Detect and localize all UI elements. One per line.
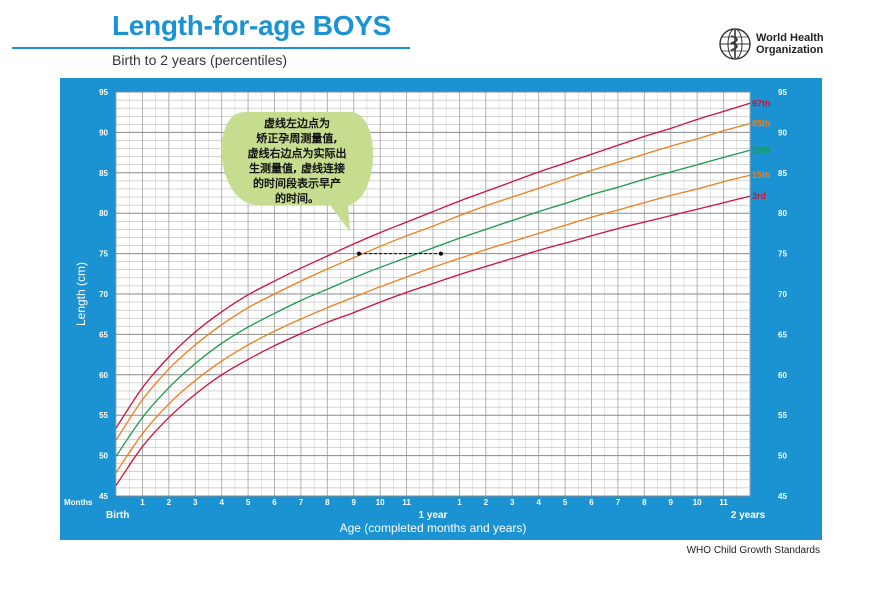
x-tick-label: 3 (510, 498, 515, 507)
corrected-age-point (357, 251, 362, 256)
y-tick-label: 90 (99, 128, 108, 137)
callout-line: 虚线左边点为 (264, 116, 330, 130)
y-tick-label: 75 (99, 250, 108, 259)
x-tick-label: 3 (193, 498, 198, 507)
y-tick-label: 70 (778, 290, 787, 299)
x-tick-label: 7 (299, 498, 304, 507)
preterm-annotation (357, 251, 443, 256)
page-title: Length-for-age BOYS (112, 10, 391, 41)
x-axis-label: Age (completed months and years) (340, 521, 527, 535)
x-tick-label: 1 year (419, 510, 448, 521)
x-tick-label: 4 (219, 498, 224, 507)
series-line-50th (115, 149, 751, 457)
y-tick-label: 55 (778, 411, 787, 420)
org-name-line2: Organization (756, 44, 824, 56)
y-tick-label: 55 (99, 411, 108, 420)
callout-shape (221, 112, 374, 232)
x-tick-label: 8 (642, 498, 647, 507)
x-tick-label: 2 (167, 498, 172, 507)
series-label-85th: 85th (752, 119, 771, 129)
y-tick-labels-right: 45 50 55 60 65 70 75 80 85 90 95 (778, 88, 787, 501)
x-axis-corner-label: Months (64, 498, 93, 507)
y-tick-label: 95 (99, 88, 108, 97)
y-tick-label: 85 (99, 169, 108, 178)
x-tick-label: 6 (589, 498, 594, 507)
y-tick-labels-left: 45 50 55 60 65 70 75 80 85 90 95 (99, 88, 108, 501)
callout-line: 的时间。 (275, 191, 319, 205)
org-name-line1: World Health (756, 32, 824, 44)
x-tick-label: 10 (693, 498, 702, 507)
x-tick-label: 5 (563, 498, 568, 507)
y-tick-label: 60 (99, 371, 108, 380)
percentile-labels: 97th 85th 50th 15th 3rd (752, 98, 771, 201)
series-line-97th (115, 102, 751, 429)
grid-lines (115, 91, 751, 497)
y-tick-label: 50 (778, 452, 787, 461)
y-tick-label: 80 (99, 209, 108, 218)
y-tick-label: 65 (778, 330, 787, 339)
x-tick-label: 6 (272, 498, 277, 507)
y-tick-label: 70 (99, 290, 108, 299)
actual-age-point (438, 251, 443, 256)
x-tick-label: 1 (140, 498, 145, 507)
x-tick-label: 1 (457, 498, 462, 507)
series-label-97th: 97th (752, 98, 771, 108)
series-line-15th (115, 174, 751, 473)
x-tick-label: 10 (376, 498, 385, 507)
x-tick-label: 5 (246, 498, 251, 507)
x-tick-label: 7 (616, 498, 621, 507)
x-tick-label: 9 (352, 498, 357, 507)
y-tick-label: 50 (99, 452, 108, 461)
who-emblem-icon (719, 28, 751, 60)
y-tick-label: 65 (99, 330, 108, 339)
y-tick-label: 85 (778, 169, 787, 178)
y-tick-label: 90 (778, 128, 787, 137)
callout-line: 的时间段表示早产 (253, 176, 341, 190)
x-tick-label: 11 (402, 498, 411, 507)
x-tick-label: 9 (669, 498, 674, 507)
title-underline (12, 47, 410, 49)
percentile-curves (115, 102, 751, 486)
x-tick-label: 11 (719, 498, 728, 507)
y-tick-label: 80 (778, 209, 787, 218)
series-label-50th: 50th (752, 145, 771, 155)
callout-line: 虚线右边点为实际出 (248, 146, 347, 160)
y-tick-label: 60 (778, 371, 787, 380)
y-tick-label: 75 (778, 250, 787, 259)
x-tick-label: 2 (484, 498, 489, 507)
series-line-3rd (115, 195, 751, 486)
callout-line: 矫正孕周测量值, (256, 131, 337, 145)
x-tick-label: 4 (536, 498, 541, 507)
series-label-15th: 15th (752, 170, 771, 180)
y-axis-label: Length (cm) (74, 262, 88, 326)
who-logo: World Health Organization (718, 27, 824, 61)
x-tick-label: Birth (106, 510, 129, 521)
x-tick-label: 8 (325, 498, 330, 507)
x-tick-label: 2 years (731, 510, 766, 521)
series-label-3rd: 3rd (752, 191, 766, 201)
source-credit: WHO Child Growth Standards (686, 545, 820, 556)
page-subtitle: Birth to 2 years (percentiles) (112, 52, 288, 68)
series-line-85th (115, 122, 751, 441)
y-tick-label: 45 (778, 492, 787, 501)
y-tick-label: 45 (99, 492, 108, 501)
y-tick-label: 95 (778, 88, 787, 97)
callout-line: 生测量值, 虚线连接 (249, 161, 345, 175)
